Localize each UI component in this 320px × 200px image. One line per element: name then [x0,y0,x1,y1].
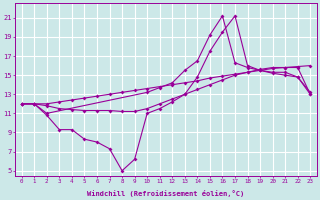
X-axis label: Windchill (Refroidissement éolien,°C): Windchill (Refroidissement éolien,°C) [87,190,244,197]
